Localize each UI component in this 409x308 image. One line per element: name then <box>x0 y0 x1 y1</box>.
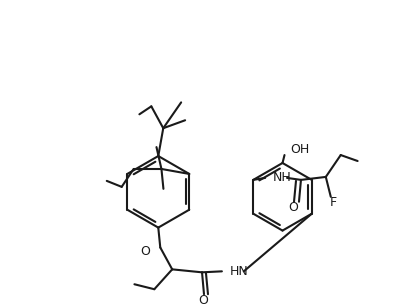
Text: F: F <box>330 196 337 209</box>
Text: HN: HN <box>230 265 249 278</box>
Text: O: O <box>288 201 298 214</box>
Text: OH: OH <box>290 143 310 156</box>
Text: O: O <box>198 294 208 307</box>
Text: NH: NH <box>273 172 292 184</box>
Text: O: O <box>140 245 151 258</box>
